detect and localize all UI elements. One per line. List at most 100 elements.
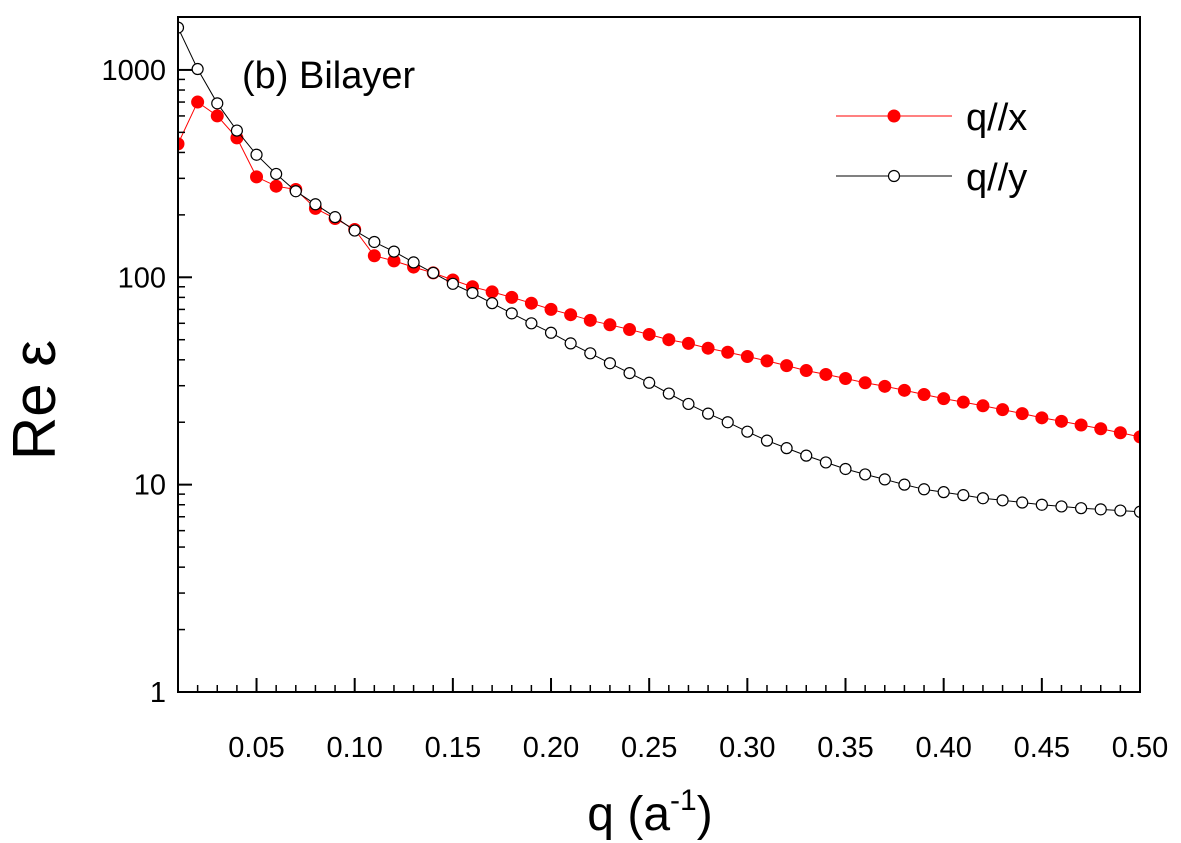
x-axis-title-close: ) bbox=[697, 788, 713, 841]
data-point bbox=[858, 376, 872, 390]
data-point bbox=[211, 97, 224, 110]
data-point bbox=[819, 456, 832, 469]
y-axis-title-text: Re ε bbox=[1, 340, 68, 460]
x-axis-title: q (a-1) bbox=[587, 784, 712, 841]
data-point bbox=[1133, 430, 1140, 444]
data-point bbox=[780, 359, 794, 373]
data-point bbox=[937, 392, 951, 406]
data-point bbox=[407, 256, 420, 269]
data-point bbox=[878, 379, 892, 393]
data-point bbox=[957, 489, 970, 502]
data-point bbox=[210, 109, 224, 123]
data-point bbox=[1015, 407, 1029, 421]
legend-label: q//x bbox=[966, 97, 1027, 139]
y-axis-ticks: 1 10 100 1000 bbox=[101, 55, 192, 709]
data-point bbox=[584, 347, 597, 360]
data-point bbox=[387, 245, 401, 258]
data-point bbox=[466, 286, 479, 300]
data-point bbox=[191, 62, 204, 76]
data-point bbox=[917, 483, 931, 496]
data-point bbox=[741, 425, 754, 438]
data-point bbox=[898, 478, 911, 491]
x-tick-label: 0.35 bbox=[817, 732, 873, 764]
data-point bbox=[564, 337, 577, 350]
data-point bbox=[485, 285, 499, 299]
data-point bbox=[230, 124, 243, 137]
x-tick-label: 0.30 bbox=[719, 732, 775, 764]
data-point bbox=[760, 434, 774, 447]
data-point bbox=[721, 416, 734, 429]
data-point bbox=[1016, 496, 1029, 509]
data-point bbox=[191, 95, 205, 109]
data-point bbox=[996, 403, 1010, 417]
series-layer bbox=[178, 21, 1140, 518]
legend-marker bbox=[887, 109, 901, 123]
data-point bbox=[270, 167, 283, 181]
data-point bbox=[328, 211, 342, 224]
data-point bbox=[544, 302, 558, 316]
data-point bbox=[427, 266, 440, 279]
data-point bbox=[976, 399, 990, 413]
y-tick-label: 100 bbox=[118, 262, 166, 294]
data-point bbox=[1133, 505, 1140, 518]
data-point bbox=[819, 367, 833, 381]
data-point bbox=[937, 486, 950, 499]
x-tick-label: 0.15 bbox=[425, 732, 481, 764]
data-point bbox=[1055, 500, 1068, 513]
x-axis-ticks: 0.05 0.10 0.15 0.20 0.25 0.30 0.35 0.40 0.45 0.50 bbox=[196, 678, 1168, 764]
data-point bbox=[367, 249, 381, 263]
data-point bbox=[917, 388, 931, 402]
data-point bbox=[642, 327, 656, 341]
data-point bbox=[897, 383, 911, 397]
series-line bbox=[178, 101, 1140, 438]
series-q-x bbox=[178, 95, 1140, 444]
data-point bbox=[505, 290, 519, 304]
data-point bbox=[701, 341, 715, 355]
x-tick-label: 0.20 bbox=[523, 732, 579, 764]
plot-frame bbox=[177, 16, 1141, 693]
data-point bbox=[1074, 418, 1088, 432]
series-clip-group bbox=[178, 21, 1140, 518]
data-point bbox=[662, 333, 676, 347]
data-point bbox=[178, 137, 185, 151]
data-point bbox=[701, 407, 715, 420]
data-point bbox=[603, 318, 617, 332]
data-point bbox=[996, 494, 1009, 507]
panel-annotation: (b) Bilayer bbox=[242, 55, 415, 97]
data-point bbox=[368, 235, 381, 249]
data-point bbox=[1035, 498, 1048, 511]
y-tick-label: 1000 bbox=[101, 55, 166, 87]
data-point bbox=[505, 307, 518, 320]
x-tick-label: 0.50 bbox=[1112, 732, 1168, 764]
x-tick-label: 0.05 bbox=[228, 732, 284, 764]
x-axis-title-superscript: -1 bbox=[670, 784, 697, 817]
data-point bbox=[486, 297, 499, 310]
data-point bbox=[839, 372, 853, 386]
data-point bbox=[1094, 503, 1107, 516]
x-tick-label: 0.45 bbox=[1014, 732, 1070, 764]
y-tick-label: 10 bbox=[134, 470, 166, 502]
data-point bbox=[603, 357, 617, 370]
data-point bbox=[544, 326, 558, 339]
legend: q//x q//y bbox=[836, 97, 1027, 199]
data-point bbox=[564, 308, 578, 322]
data-point bbox=[643, 376, 656, 389]
data-point bbox=[799, 364, 813, 378]
data-point bbox=[1113, 426, 1127, 440]
data-point bbox=[976, 492, 990, 505]
data-point bbox=[681, 336, 695, 350]
data-point bbox=[1114, 504, 1127, 517]
data-point bbox=[740, 349, 754, 363]
y-tick-label: 1 bbox=[150, 677, 166, 709]
data-point bbox=[878, 473, 891, 486]
legend-item-q-y: q//y bbox=[836, 157, 1027, 199]
x-tick-label: 0.40 bbox=[915, 732, 971, 764]
x-axis-title-main: q (a bbox=[587, 788, 670, 841]
data-point bbox=[525, 317, 538, 330]
y-axis-title: Re ε bbox=[1, 340, 68, 460]
data-point bbox=[348, 224, 361, 237]
data-point bbox=[269, 179, 283, 193]
data-point bbox=[839, 462, 852, 476]
data-point bbox=[1094, 422, 1108, 436]
